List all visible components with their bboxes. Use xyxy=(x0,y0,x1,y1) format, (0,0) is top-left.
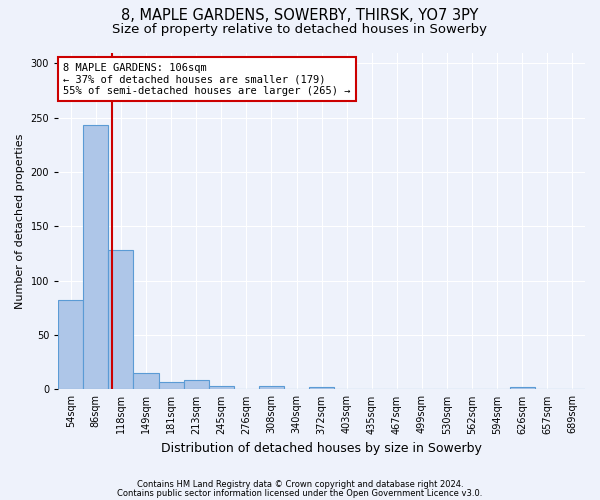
Bar xyxy=(184,380,209,390)
X-axis label: Distribution of detached houses by size in Sowerby: Distribution of detached houses by size … xyxy=(161,442,482,455)
Y-axis label: Number of detached properties: Number of detached properties xyxy=(15,134,25,308)
Text: Size of property relative to detached houses in Sowerby: Size of property relative to detached ho… xyxy=(113,22,487,36)
Bar xyxy=(83,126,109,390)
Bar xyxy=(133,373,158,390)
Bar xyxy=(58,300,83,390)
Bar xyxy=(259,386,284,390)
Bar xyxy=(510,388,535,390)
Bar xyxy=(158,382,184,390)
Text: 8 MAPLE GARDENS: 106sqm
← 37% of detached houses are smaller (179)
55% of semi-d: 8 MAPLE GARDENS: 106sqm ← 37% of detache… xyxy=(64,62,351,96)
Text: Contains HM Land Registry data © Crown copyright and database right 2024.: Contains HM Land Registry data © Crown c… xyxy=(137,480,463,489)
Text: 8, MAPLE GARDENS, SOWERBY, THIRSK, YO7 3PY: 8, MAPLE GARDENS, SOWERBY, THIRSK, YO7 3… xyxy=(121,8,479,22)
Bar xyxy=(109,250,133,390)
Bar xyxy=(309,388,334,390)
Text: Contains public sector information licensed under the Open Government Licence v3: Contains public sector information licen… xyxy=(118,489,482,498)
Bar xyxy=(209,386,234,390)
